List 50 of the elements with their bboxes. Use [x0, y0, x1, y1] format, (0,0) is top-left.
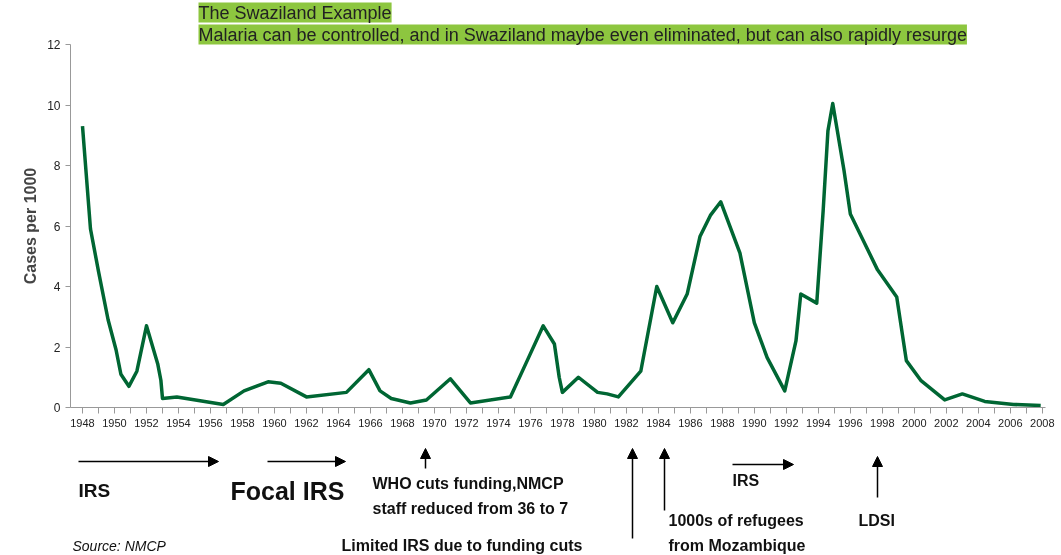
x-tick-label: 2000 [902, 416, 927, 429]
chart-subtitle: Malaria can be controlled, and in Swaziland maybe even eliminated, but can also rapidly resurge [198, 24, 967, 45]
x-tick-label: 1956 [198, 416, 223, 429]
x-tick-label: 1960 [262, 416, 287, 429]
y-tick-label: 8 [53, 159, 61, 173]
x-tick-label: 1992 [774, 416, 799, 429]
text: WHO cuts funding,NMCP staff reduced from 36 to 7 [372, 475, 569, 517]
x-tick-label: 1982 [614, 416, 639, 429]
x-tick-label: 1998 [870, 416, 895, 429]
x-tick-label: 1994 [806, 416, 831, 429]
x-tick-label: 1948 [70, 416, 95, 429]
x-tick-label: 1968 [390, 416, 415, 429]
x-tick-label: 2008 [1030, 416, 1055, 429]
x-tick-label: 1976 [518, 416, 543, 429]
text: IRS [78, 480, 111, 501]
text: Focal IRS [230, 476, 345, 505]
x-tick-label: 1986 [678, 416, 703, 429]
text: Limited IRS due to funding cuts [341, 537, 583, 554]
x-tick-label: 1980 [582, 416, 607, 429]
x-tick-label: 1970 [422, 416, 447, 429]
x-tick-label: 2006 [998, 416, 1023, 429]
chart-title: The Swaziland Example [198, 2, 392, 23]
x-tick-label: 1950 [102, 416, 127, 429]
y-tick-label: 10 [47, 98, 61, 113]
source-note: Source: NMCP [72, 537, 167, 554]
text: IRS [732, 472, 760, 489]
x-tick-label: 1978 [550, 416, 575, 429]
line-series [80, 101, 1043, 408]
x-tick-label: 1984 [646, 416, 671, 429]
x-tick-label: 1964 [326, 416, 351, 429]
y-tick-label: 4 [53, 280, 61, 294]
y-tick-label: 0 [53, 401, 61, 415]
x-tick-label: 1988 [710, 416, 735, 429]
x-tick-label: 1958 [230, 416, 255, 429]
x-tick-label: 1952 [134, 416, 159, 429]
x-tick-label: 1996 [838, 416, 863, 429]
x-tick-label: 1962 [294, 416, 319, 429]
x-tick-label: 1990 [742, 416, 767, 429]
x-tick-label: 1966 [358, 416, 383, 429]
x-tick-label: 1974 [486, 416, 511, 429]
y-axis-title: Cases per 1000 [22, 167, 40, 285]
y-tick-label: 2 [53, 340, 61, 355]
x-tick-label: 2002 [934, 416, 959, 429]
text: 1000s of refugees from Mozambique [668, 512, 806, 554]
y-tick-label: 6 [53, 219, 61, 234]
text: LDSI [858, 512, 895, 529]
y-tick-label: 12 [47, 38, 61, 52]
x-tick-label: 2004 [966, 416, 991, 429]
x-tick-label: 1972 [454, 416, 479, 429]
x-tick-label: 1954 [166, 416, 191, 429]
